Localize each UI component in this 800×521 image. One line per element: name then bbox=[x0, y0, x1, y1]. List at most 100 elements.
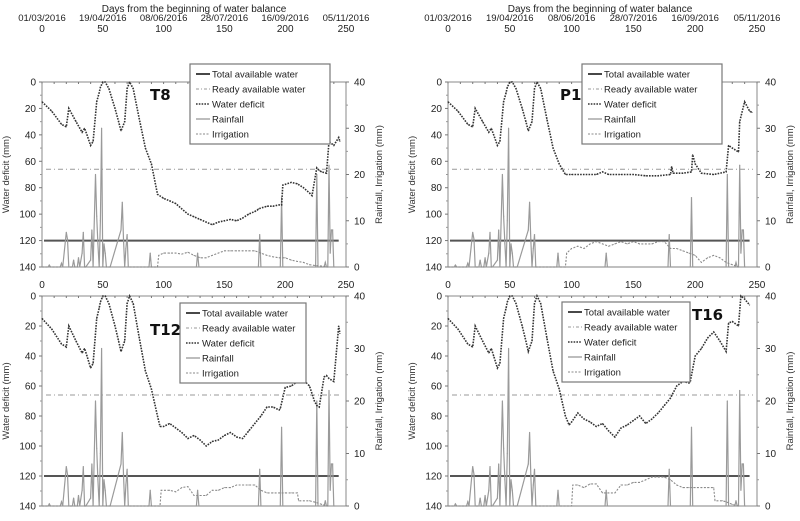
water-deficit-point bbox=[447, 101, 449, 103]
y-right-tick-label: 0 bbox=[765, 263, 771, 274]
water-deficit-point bbox=[534, 303, 536, 304]
water-deficit-point bbox=[744, 101, 746, 103]
irrigation-point bbox=[199, 495, 201, 496]
irrigation-point bbox=[707, 487, 709, 489]
irrigation-point bbox=[260, 489, 262, 491]
date-tick-label: 28/07/2016 bbox=[201, 13, 249, 24]
water-deficit-point bbox=[81, 131, 83, 133]
water-deficit-point bbox=[490, 348, 492, 349]
water-deficit-point bbox=[583, 174, 585, 175]
rainfall-point bbox=[739, 389, 741, 392]
date-tick-label: 28/07/2016 bbox=[610, 13, 658, 24]
rainfall-point bbox=[81, 489, 83, 491]
water-deficit-point bbox=[751, 111, 753, 113]
irrigation-point bbox=[566, 252, 568, 254]
water-deficit-point bbox=[126, 88, 128, 90]
irrigation-point bbox=[707, 257, 709, 259]
x-tick-label: 200 bbox=[687, 280, 704, 291]
x-tick-label: 0 bbox=[39, 24, 45, 35]
date-tick-label: 19/04/2016 bbox=[79, 13, 127, 24]
water-deficit-point bbox=[669, 174, 671, 175]
water-deficit-point bbox=[290, 181, 292, 183]
water-deficit-point bbox=[671, 166, 673, 168]
legend-label: Irrigation bbox=[604, 130, 641, 141]
water-deficit-point bbox=[571, 421, 573, 423]
water-deficit-point bbox=[217, 439, 219, 441]
water-deficit-point bbox=[472, 346, 474, 348]
irrigation-point bbox=[266, 254, 268, 256]
irrigation-point bbox=[321, 503, 323, 505]
x-tick-label: 0 bbox=[445, 280, 451, 291]
irrigation-point bbox=[272, 256, 274, 258]
water-deficit-point bbox=[725, 351, 727, 352]
irrigation-point bbox=[169, 489, 171, 491]
panel-label: T16 bbox=[692, 306, 723, 324]
y-right-axis-label: Rainfall, Irrigation (mm) bbox=[785, 352, 796, 451]
water-deficit-point bbox=[564, 415, 566, 417]
water-deficit-point bbox=[68, 107, 70, 109]
water-deficit-point bbox=[104, 81, 106, 83]
y-right-tick-label: 40 bbox=[354, 292, 366, 303]
rainfall-point bbox=[259, 468, 261, 470]
water-deficit-point bbox=[75, 121, 77, 123]
irrigation-point bbox=[236, 250, 238, 252]
water-deficit-point bbox=[138, 337, 140, 339]
water-deficit-point bbox=[248, 430, 250, 432]
y-right-tick-label: 30 bbox=[765, 344, 777, 355]
rainfall-point bbox=[528, 431, 531, 434]
water-deficit-point bbox=[536, 295, 538, 297]
rainfall-point bbox=[484, 257, 486, 259]
y-right-axis-label: Rainfall, Irrigation (mm) bbox=[374, 125, 385, 224]
water-deficit-point bbox=[657, 175, 659, 177]
y-right-tick-label: 0 bbox=[354, 502, 360, 513]
irrigation-point bbox=[589, 483, 591, 485]
irrigation-point bbox=[447, 266, 449, 268]
irrigation-point bbox=[694, 254, 696, 256]
rainfall-point bbox=[77, 257, 80, 259]
date-tick-label: 05/11/2016 bbox=[323, 13, 370, 24]
y-left-tick-label: 100 bbox=[19, 210, 36, 221]
rainfall-point bbox=[100, 347, 103, 350]
water-deficit-point bbox=[682, 172, 684, 174]
water-deficit-point bbox=[236, 220, 238, 222]
rainfall-point bbox=[197, 489, 199, 491]
legend-label: Total available water bbox=[604, 70, 690, 81]
water-deficit-point bbox=[515, 303, 517, 304]
water-deficit-point bbox=[739, 121, 741, 123]
y-right-tick-label: 0 bbox=[354, 263, 360, 274]
y-left-tick-label: 60 bbox=[25, 157, 37, 168]
rainfall-point bbox=[488, 489, 490, 491]
irrigation-point bbox=[663, 241, 665, 243]
irrigation-point bbox=[682, 487, 684, 489]
water-deficit-point bbox=[493, 355, 495, 357]
water-deficit-point bbox=[309, 192, 311, 194]
water-deficit-point bbox=[740, 295, 742, 297]
water-deficit-point bbox=[521, 107, 523, 109]
irrigation-point bbox=[302, 261, 304, 263]
water-deficit-point bbox=[719, 340, 721, 342]
irrigation-point bbox=[721, 500, 723, 502]
rainfall-point bbox=[60, 501, 63, 503]
rainfall-point bbox=[501, 173, 503, 176]
water-deficit-point bbox=[506, 86, 508, 88]
rainfall-point bbox=[259, 234, 261, 236]
rainfall-point bbox=[511, 252, 513, 254]
rainfall-point bbox=[330, 463, 333, 465]
rainfall-point bbox=[126, 468, 128, 470]
irrigation-point bbox=[205, 495, 207, 496]
rainfall-point bbox=[726, 173, 728, 176]
water-deficit-point bbox=[169, 200, 171, 202]
water-deficit-point bbox=[614, 436, 616, 438]
water-deficit-point bbox=[482, 340, 484, 342]
water-deficit-point bbox=[499, 363, 501, 364]
irrigation-point bbox=[327, 505, 329, 507]
water-deficit-point bbox=[326, 375, 328, 376]
water-deficit-point bbox=[676, 385, 678, 387]
rainfall-point bbox=[65, 466, 67, 468]
x-tick-label: 250 bbox=[749, 24, 766, 35]
rainfall-point bbox=[527, 463, 529, 465]
irrigation-point bbox=[657, 476, 659, 478]
irrigation-point bbox=[645, 479, 647, 481]
irrigation-point bbox=[676, 484, 678, 486]
